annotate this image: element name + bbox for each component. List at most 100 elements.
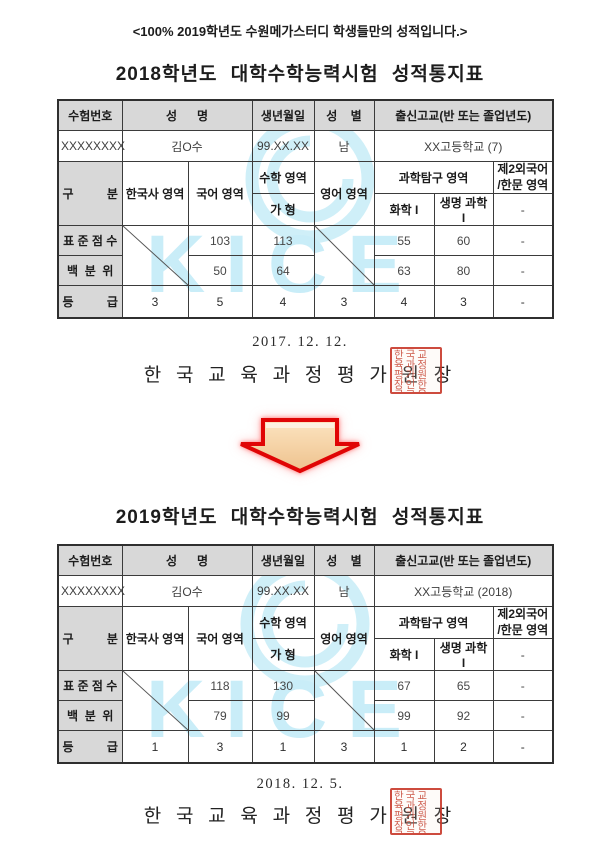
gender-value: 남 bbox=[313, 575, 375, 608]
issue-date-2018: 2017. 12. 12. bbox=[252, 334, 348, 351]
std-score-label: 표 준 점 수 bbox=[57, 670, 123, 702]
std-chemistry: 55 bbox=[373, 225, 435, 257]
pct-biology: 92 bbox=[433, 700, 494, 732]
pct-math: 64 bbox=[251, 255, 315, 287]
score-table-wrap-2019: KICE 수험번호 성 명 생년월일 성 별 출신고교(반 또는 졸업년도) X… bbox=[57, 544, 554, 765]
std-biology: 60 bbox=[433, 225, 494, 257]
second-lang-dash: - bbox=[492, 638, 554, 672]
second-lang-line1: 제2외국어 bbox=[497, 607, 549, 622]
header-gender: 성 별 bbox=[313, 544, 375, 577]
diagonal-cell-english bbox=[313, 670, 375, 732]
grade-label: 등 급 bbox=[57, 285, 123, 319]
subject-science: 과학탐구 영역 bbox=[373, 606, 494, 640]
pct-math: 99 bbox=[251, 700, 315, 732]
header-name: 성 명 bbox=[121, 99, 253, 131]
std-korean: 118 bbox=[187, 670, 253, 702]
header-exam-no: 수험번호 bbox=[57, 99, 123, 131]
grade-biology: 2 bbox=[433, 730, 494, 764]
grade-second-lang: - bbox=[492, 285, 554, 319]
grade-chemistry: 1 bbox=[373, 730, 435, 764]
birth-value: 99.XX.XX bbox=[251, 575, 315, 608]
birth-value: 99.XX.XX bbox=[251, 130, 315, 162]
second-lang-dash: - bbox=[492, 193, 554, 227]
exam-no-value: XXXXXXXX bbox=[57, 575, 125, 608]
subject-biology: 생명 과학 I bbox=[433, 193, 494, 227]
grade-korean-history: 3 bbox=[121, 285, 189, 319]
school-value: XX고등학교 (7) bbox=[373, 130, 554, 162]
subject-chemistry: 화학 I bbox=[373, 638, 435, 672]
subject-second-lang: 제2외국어 /한문 영역 bbox=[492, 160, 554, 195]
grade-chemistry: 4 bbox=[373, 285, 435, 319]
subject-math: 수학 영역 bbox=[251, 160, 315, 195]
name-value: 김O수 bbox=[121, 130, 253, 162]
grade-english: 3 bbox=[313, 730, 375, 764]
subject-math: 수학 영역 bbox=[251, 606, 315, 640]
pct-chemistry: 63 bbox=[373, 255, 435, 287]
grade-math: 1 bbox=[251, 730, 315, 764]
subject-english: 영어 영역 bbox=[313, 160, 375, 227]
issuer-name: 한 국 교 육 과 정 평 가 원 장 bbox=[143, 806, 457, 828]
subject-science: 과학탐구 영역 bbox=[373, 160, 494, 195]
top-notice: <100% 2019학년도 수원메가스터디 학생들만의 성적입니다.> bbox=[132, 24, 468, 39]
grade-english: 3 bbox=[313, 285, 375, 319]
header-birth: 생년월일 bbox=[251, 544, 315, 577]
header-name: 성 명 bbox=[121, 544, 253, 577]
diagonal-cell-korean-history bbox=[121, 670, 189, 732]
subject-korean-history: 한국사 영역 bbox=[121, 606, 189, 672]
pct-chemistry: 99 bbox=[373, 700, 435, 732]
gender-value: 남 bbox=[313, 130, 375, 162]
std-second-lang: - bbox=[492, 225, 554, 257]
std-biology: 65 bbox=[433, 670, 494, 702]
issue-date-2019: 2018. 12. 5. bbox=[256, 776, 344, 793]
grade-korean: 3 bbox=[187, 730, 253, 764]
grade-korean: 5 bbox=[187, 285, 253, 319]
pct-second-lang: - bbox=[492, 255, 554, 287]
std-math: 130 bbox=[251, 670, 315, 702]
std-chemistry: 67 bbox=[373, 670, 435, 702]
score-table-2018: 수험번호 성 명 생년월일 성 별 출신고교(반 또는 졸업년도) XXXXXX… bbox=[57, 99, 554, 320]
official-seal-icon: 한국교육과정평가원장인한국교육과정평가원장인 bbox=[390, 788, 442, 836]
subject-chemistry: 화학 I bbox=[373, 193, 435, 227]
header-exam-no: 수험번호 bbox=[57, 544, 123, 577]
school-value: XX고등학교 (2018) bbox=[373, 575, 554, 608]
percentile-label: 백 분 위 bbox=[57, 255, 123, 287]
header-school: 출신고교(반 또는 졸업년도) bbox=[373, 544, 554, 577]
exam-no-value: XXXXXXXX bbox=[57, 130, 125, 162]
official-seal-icon: 한국교육과정평가원장인한국교육과정평가원장인 bbox=[390, 347, 442, 395]
pct-korean: 79 bbox=[187, 700, 253, 732]
grade-biology: 3 bbox=[433, 285, 494, 319]
issuer-row-2019: 한 국 교 육 과 정 평 가 원 장 한국교육과정평가원장인한국교육과정평가원… bbox=[0, 788, 600, 836]
percentile-label: 백 분 위 bbox=[57, 700, 123, 732]
subject-korean: 국어 영역 bbox=[187, 606, 253, 672]
pct-biology: 80 bbox=[433, 255, 494, 287]
report-title-2019: 2019학년도 대학수학능력시험 성적통지표 bbox=[115, 507, 485, 529]
subject-korean: 국어 영역 bbox=[187, 160, 253, 227]
gubun-label: 구 분 bbox=[57, 160, 123, 227]
math-type: 가 형 bbox=[251, 638, 315, 672]
second-lang-line2: /한문 영역 bbox=[497, 622, 549, 637]
improvement-down-arrow-icon bbox=[0, 417, 600, 475]
subject-korean-history: 한국사 영역 bbox=[121, 160, 189, 227]
grade-second-lang: - bbox=[492, 730, 554, 764]
subject-english: 영어 영역 bbox=[313, 606, 375, 672]
grade-math: 4 bbox=[251, 285, 315, 319]
header-birth: 생년월일 bbox=[251, 99, 315, 131]
diagonal-cell-english bbox=[313, 225, 375, 287]
issuer-row-2018: 한 국 교 육 과 정 평 가 원 장 한국교육과정평가원장인한국교육과정평가원… bbox=[0, 347, 600, 395]
grade-korean-history: 1 bbox=[121, 730, 189, 764]
header-gender: 성 별 bbox=[313, 99, 375, 131]
header-school: 출신고교(반 또는 졸업년도) bbox=[373, 99, 554, 131]
std-math: 113 bbox=[251, 225, 315, 257]
std-second-lang: - bbox=[492, 670, 554, 702]
diagonal-cell-korean-history bbox=[121, 225, 189, 287]
std-score-label: 표 준 점 수 bbox=[57, 225, 123, 257]
name-value: 김O수 bbox=[121, 575, 253, 608]
std-korean: 103 bbox=[187, 225, 253, 257]
subject-biology: 생명 과학 I bbox=[433, 638, 494, 672]
pct-korean: 50 bbox=[187, 255, 253, 287]
issuer-name: 한 국 교 육 과 정 평 가 원 장 bbox=[143, 365, 457, 387]
math-type: 가 형 bbox=[251, 193, 315, 227]
gubun-label: 구 분 bbox=[57, 606, 123, 672]
subject-second-lang: 제2외국어 /한문 영역 bbox=[492, 606, 554, 640]
score-table-2019: 수험번호 성 명 생년월일 성 별 출신고교(반 또는 졸업년도) XXXXXX… bbox=[57, 544, 554, 765]
